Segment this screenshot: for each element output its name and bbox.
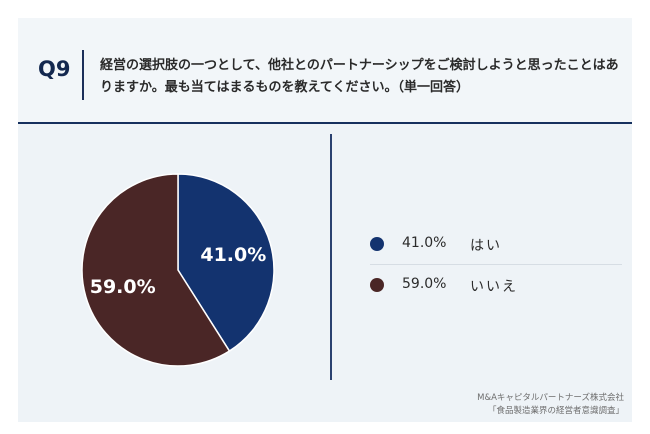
question-text: 経営の選択肢の一つとして、他社とのパートナーシップをご検討しようと思ったことはあ…: [100, 58, 619, 95]
legend-item-yes: 41.0% はい: [370, 224, 622, 264]
question-divider: [82, 50, 84, 100]
pie-label-yes: 41.0%: [200, 244, 266, 266]
chart-frame: Q9 経営の選択肢の一つとして、他社とのパートナーシップをご検討しようと思ったこ…: [18, 18, 632, 422]
legend: 41.0% はい 59.0% いいえ: [370, 224, 622, 305]
legend-pct-yes: 41.0%: [402, 235, 447, 251]
question-number: Q9: [38, 57, 71, 81]
legend-pct-no: 59.0%: [402, 276, 447, 292]
legend-item-no: 59.0% いいえ: [370, 264, 622, 305]
header-rule: [18, 122, 632, 124]
legend-swatch-no: [370, 278, 384, 292]
credit: M&Aキャピタルパートナーズ株式会社 「食品製造業界の経営者意識調査」: [477, 392, 624, 418]
pie-slice-no: [81, 173, 231, 367]
pie-label-no: 59.0%: [90, 276, 156, 298]
credit-company: M&Aキャピタルパートナーズ株式会社: [477, 393, 624, 403]
vertical-divider: [330, 134, 332, 380]
legend-swatch-yes: [370, 237, 384, 251]
question-header: Q9 経営の選択肢の一つとして、他社とのパートナーシップをご検討しようと思ったこ…: [18, 18, 632, 122]
legend-label-yes: はい: [470, 238, 502, 254]
legend-label-no: いいえ: [470, 279, 518, 295]
credit-survey: 「食品製造業界の経営者意識調査」: [487, 406, 624, 416]
pie-chart: 41.0% 59.0%: [81, 173, 275, 367]
